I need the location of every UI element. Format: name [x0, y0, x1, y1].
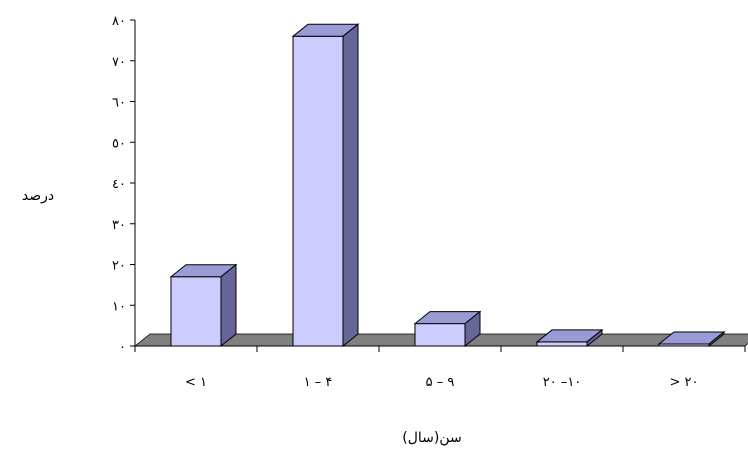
bar-front [170, 276, 222, 347]
bar [535, 328, 604, 348]
y-tick-label: ٦۰ [112, 96, 126, 111]
bar-front [536, 341, 588, 347]
bar-side [586, 328, 603, 348]
y-tick-label: ۱۰ [112, 299, 126, 314]
x-tick-label: ۲۰ –۱۰ [543, 375, 582, 390]
y-tick-label: ۲۰ [112, 259, 126, 274]
x-tick-label: ۵ – ۹ [426, 375, 455, 390]
y-tick-label: ٤۰ [112, 177, 126, 192]
bar [657, 330, 726, 348]
bar-front [292, 35, 344, 347]
bar-side [464, 310, 481, 348]
chart-labels: ۰ ۱۰ ۲۰ ۳۰ ٤۰ ٥۰ ٦۰ ۷۰ ۸۰ < ۱ ۱ – ۴ ۵ – ۹ ۲۰ –۱۰ > ۲۰ [112, 14, 698, 390]
y-tick-label: ۸۰ [112, 14, 126, 29]
bar [291, 23, 360, 348]
x-tick-label: ۱ – ۴ [304, 375, 333, 390]
bar-side [342, 23, 359, 348]
bar-side [220, 263, 237, 348]
y-tick-label: ٥۰ [112, 136, 126, 151]
y-tick-label: ۷۰ [112, 55, 126, 70]
y-tick-label: ۳۰ [112, 218, 126, 233]
bar [169, 263, 238, 348]
y-tick-label: ۰ [119, 340, 126, 355]
bar-front [414, 323, 466, 347]
bar-side [708, 330, 725, 348]
chart-bars [169, 23, 726, 348]
x-tick-label: < ۱ [185, 375, 207, 390]
y-axis-title: درصد [22, 188, 54, 204]
bar [413, 310, 482, 348]
x-tick-label: > ۲۰ [670, 375, 699, 390]
x-axis-title: سن(سال) [402, 430, 461, 446]
